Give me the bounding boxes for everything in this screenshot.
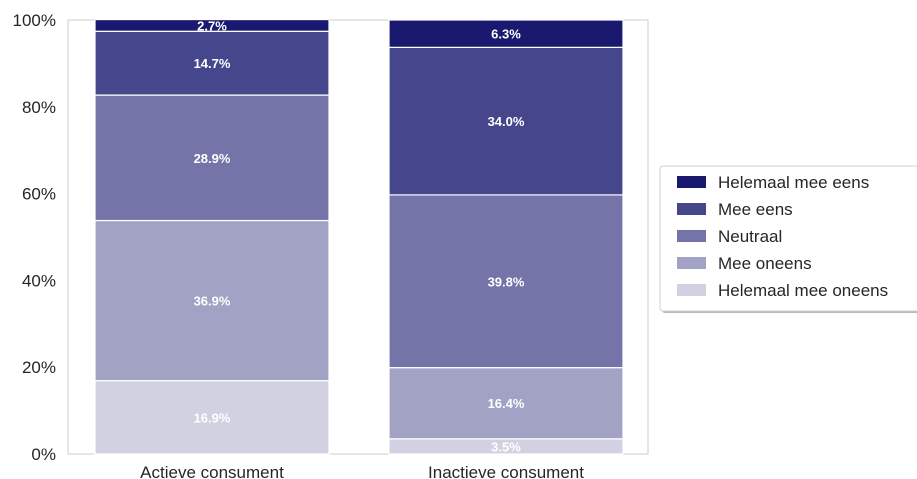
legend: Helemaal mee eens Mee eens Neutraal Mee one… bbox=[659, 165, 917, 313]
legend-swatch bbox=[677, 176, 706, 188]
data-label: 39.8% bbox=[488, 274, 525, 289]
legend-label: Helemaal mee oneens bbox=[718, 281, 888, 300]
data-label: 16.9% bbox=[194, 410, 231, 425]
bar-stacks: 16.9% 36.9% 28.9% 14.7% 2.7% 3.5% 16.4% 39.8% 34… bbox=[94, 18, 624, 455]
bar-segment bbox=[388, 367, 624, 440]
bar-segment bbox=[388, 194, 624, 369]
bar-segment bbox=[94, 219, 330, 382]
y-tick-label: 80% bbox=[22, 98, 56, 117]
y-tick-label: 0% bbox=[31, 445, 56, 464]
legend-item: Helemaal mee eens bbox=[677, 173, 869, 192]
legend-label: Helemaal mee eens bbox=[718, 173, 869, 192]
data-label: 36.9% bbox=[194, 294, 231, 309]
y-tick-label: 60% bbox=[22, 185, 56, 204]
y-tick-label: 40% bbox=[22, 271, 56, 290]
bar-stack: 3.5% 16.4% 39.8% 34.0% 6.3% bbox=[388, 19, 624, 455]
legend-item: Mee eens bbox=[677, 200, 793, 219]
bar-segment bbox=[94, 18, 330, 32]
legend-item: Mee oneens bbox=[677, 254, 812, 273]
bar-stack: 16.9% 36.9% 28.9% 14.7% 2.7% bbox=[94, 18, 330, 455]
x-tick-label: Inactieve consument bbox=[428, 463, 584, 479]
legend-swatch bbox=[677, 203, 706, 215]
legend-swatch bbox=[677, 284, 706, 296]
legend-box bbox=[659, 165, 917, 312]
data-label: 34.0% bbox=[488, 114, 525, 129]
legend-label: Neutraal bbox=[718, 227, 782, 246]
bar-segment bbox=[94, 380, 330, 455]
bar-segment bbox=[94, 94, 330, 222]
x-tick-label: Actieve consument bbox=[140, 463, 284, 479]
legend-swatch bbox=[677, 257, 706, 269]
data-label: 16.4% bbox=[488, 396, 525, 411]
x-axis-ticks: Actieve consument Inactieve consument bbox=[140, 463, 584, 479]
bar-segment bbox=[388, 19, 624, 48]
data-label: 6.3% bbox=[491, 27, 521, 42]
legend-item: Neutraal bbox=[677, 227, 782, 246]
y-axis-ticks: 0% 20% 40% 60% 80% 100% bbox=[13, 11, 56, 464]
y-tick-label: 20% bbox=[22, 358, 56, 377]
legend-item: Helemaal mee oneens bbox=[677, 281, 888, 300]
data-label: 2.7% bbox=[197, 18, 227, 33]
y-tick-label: 100% bbox=[13, 11, 56, 30]
bar-segment bbox=[388, 46, 624, 196]
legend-label: Mee oneens bbox=[718, 254, 812, 273]
data-label: 3.5% bbox=[491, 439, 521, 454]
legend-label: Mee eens bbox=[718, 200, 793, 219]
legend-swatch bbox=[677, 230, 706, 242]
data-label: 28.9% bbox=[194, 151, 231, 166]
data-label: 14.7% bbox=[194, 56, 231, 71]
